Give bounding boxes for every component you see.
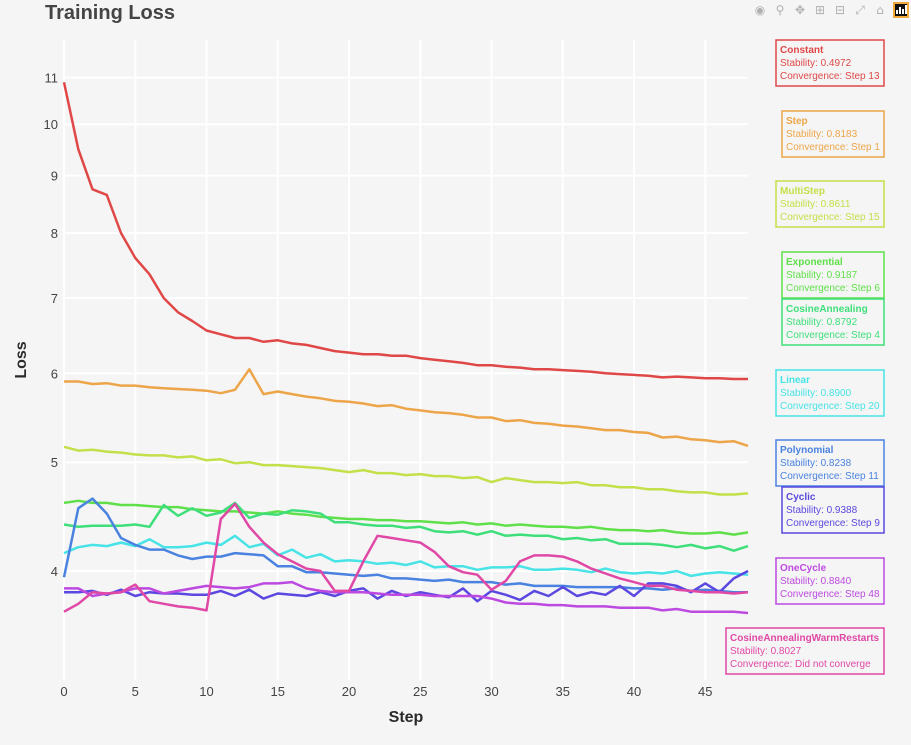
x-tick-label: 30: [484, 684, 498, 699]
annotation-multistep: MultiStep Stability: 0.8611 Convergence: S…: [775, 180, 885, 228]
x-axis-ticks: 0 5 10 15 20 25 30 35 40 45: [60, 684, 712, 699]
y-axis-title: Loss: [13, 341, 30, 378]
annotation-polynomial: Polynomial Stability: 0.8238 Convergence: …: [775, 439, 885, 487]
annotation-title: Cyclic: [786, 492, 816, 503]
annotation-convergence: Convergence: Step 1: [786, 142, 880, 153]
annotation-stability: Stability: 0.8183: [786, 129, 858, 140]
y-tick-label: 6: [51, 366, 58, 381]
reset-axes-icon[interactable]: ⌂: [876, 3, 884, 17]
annotation-stability: Stability: 0.9388: [786, 505, 858, 516]
annotation-stability: Stability: 0.8840: [780, 576, 852, 587]
series-line-cosineannealingwarmrestarts[interactable]: [63, 502, 749, 613]
annotation-stability: Stability: 0.8611: [780, 199, 851, 210]
x-tick-label: 20: [342, 684, 356, 699]
annotation-convergence: Convergence: Step 4: [786, 330, 880, 341]
annotation-title: CosineAnnealing: [786, 304, 868, 315]
annotation-title: Step: [786, 116, 808, 127]
y-axis-ticks: 4 5 6 7 8 9 10 11: [44, 71, 58, 579]
y-tick-label: 8: [51, 226, 58, 241]
plotly-logo-icon[interactable]: [893, 2, 909, 18]
annotation-convergence: Convergence: Step 15: [780, 212, 880, 223]
x-tick-label: 0: [60, 684, 67, 699]
annotation-title: CosineAnnealingWarmRestarts: [730, 633, 880, 644]
zoom-out-icon[interactable]: ⊟: [834, 3, 846, 17]
annotation-title: MultiStep: [780, 186, 825, 197]
x-tick-label: 40: [627, 684, 641, 699]
x-tick-label: 25: [413, 684, 427, 699]
series-line-onecycle[interactable]: [64, 580, 749, 615]
annotation-cosineannealing: CosineAnnealing Stability: 0.8792 Converge…: [781, 298, 885, 346]
annotation-cosineannealingwarmrestarts: CosineAnnealingWarmRestarts Stability: 0.…: [725, 627, 885, 675]
series-line-multistep[interactable]: [63, 445, 749, 496]
series-line-exponential[interactable]: [63, 499, 749, 536]
y-tick-label: 11: [45, 71, 59, 86]
annotation-title: Linear: [780, 375, 810, 386]
x-tick-label: 45: [698, 684, 712, 699]
annotation-title: Constant: [780, 45, 824, 56]
series-lines: [62, 81, 749, 615]
series-line-step[interactable]: [64, 368, 749, 448]
x-axis-title: Step: [389, 709, 424, 726]
annotation-exponential: Exponential Stability: 0.9187 Convergence:…: [781, 251, 885, 299]
series-line-polynomial[interactable]: [62, 497, 748, 594]
annotation-convergence: Convergence: Did not converge: [730, 659, 871, 670]
annotation-stability: Stability: 0.8792: [786, 317, 858, 328]
annotation-convergence: Convergence: Step 13: [780, 71, 880, 82]
x-tick-label: 5: [132, 684, 139, 699]
annotation-title: Exponential: [786, 257, 843, 268]
x-tick-label: 10: [199, 684, 213, 699]
x-tick-label: 35: [556, 684, 570, 699]
annotation-convergence: Convergence: Step 48: [780, 589, 880, 600]
autoscale-icon[interactable]: ⤢: [855, 3, 865, 17]
y-tick-label: 9: [51, 169, 58, 184]
annotation-step: Step Stability: 0.8183 Convergence: Step 1: [781, 110, 885, 158]
annotation-constant: Constant Stability: 0.4972 Convergence: St…: [775, 39, 885, 87]
annotation-stability: Stability: 0.8900: [780, 388, 852, 399]
zoom-icon[interactable]: ⚲: [775, 3, 785, 17]
annotation-stability: Stability: 0.9187: [786, 270, 858, 281]
annotation-onecycle: OneCycle Stability: 0.8840 Convergence: St…: [775, 557, 885, 605]
x-tick-label: 15: [271, 684, 285, 699]
pan-icon[interactable]: ✥: [794, 3, 806, 17]
y-tick-label: 5: [51, 455, 58, 470]
annotation-title: OneCycle: [780, 563, 827, 574]
y-tick-label: 4: [51, 564, 58, 579]
annotations: Constant Stability: 0.4972 Convergence: St…: [725, 39, 885, 675]
modebar: ◉ ⚲ ✥ ⊞ ⊟ ⤢ ⌂: [753, 2, 909, 18]
camera-icon[interactable]: ◉: [754, 3, 766, 17]
annotation-title: Polynomial: [780, 445, 834, 456]
gridlines: [63, 40, 748, 680]
series-line-cosineannealing[interactable]: [63, 501, 749, 552]
y-tick-label: 10: [44, 117, 58, 132]
series-line-constant[interactable]: [62, 81, 748, 381]
annotation-stability: Stability: 0.8027: [730, 646, 802, 657]
y-tick-label: 7: [51, 291, 58, 306]
annotation-stability: Stability: 0.8238: [780, 458, 852, 469]
annotation-cyclic: Cyclic Stability: 0.9388 Convergence: Step…: [781, 486, 885, 534]
zoom-in-icon[interactable]: ⊞: [814, 3, 826, 17]
chart-title: Training Loss: [45, 2, 175, 24]
series-line-linear[interactable]: [63, 534, 749, 578]
annotation-convergence: Convergence: Step 9: [786, 518, 880, 529]
annotation-convergence: Convergence: Step 6: [786, 283, 880, 294]
annotation-stability: Stability: 0.4972: [780, 58, 852, 69]
annotation-convergence: Convergence: Step 20: [780, 401, 880, 412]
annotation-linear: Linear Stability: 0.8900 Convergence: Step…: [775, 369, 885, 417]
annotation-convergence: Convergence: Step 11: [780, 471, 879, 482]
